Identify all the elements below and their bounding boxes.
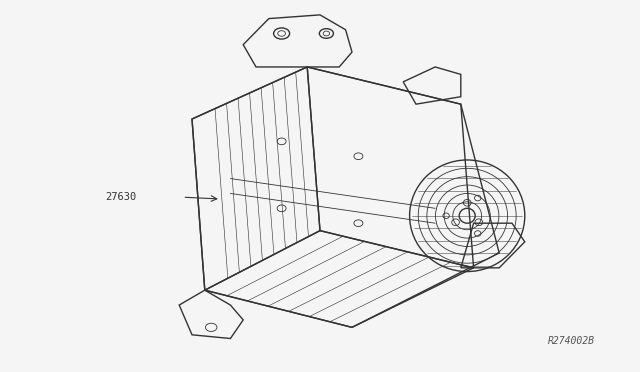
Text: 27630: 27630 xyxy=(106,192,137,202)
Text: R274002B: R274002B xyxy=(548,336,595,346)
